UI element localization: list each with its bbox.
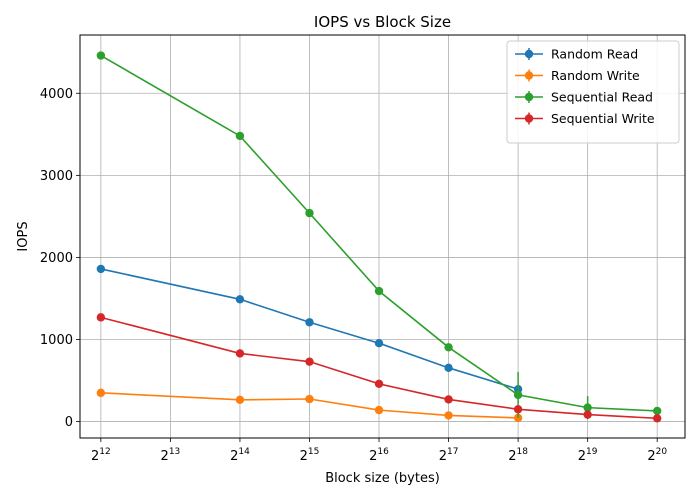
data-point [583,410,592,419]
chart-title: IOPS vs Block Size [314,13,451,31]
legend-marker [524,49,534,59]
data-point [305,318,314,327]
data-point [96,51,106,60]
series-line [100,268,519,390]
data-point [513,390,523,400]
data-point [374,405,384,415]
data-point [374,379,384,389]
data-point [444,343,453,352]
plot-frame [79,34,686,439]
x-axis: 212 213 214 215 216 217 218 219 220 [91,438,667,464]
legend-item: Sequential Write [515,111,655,126]
series-sequential-write [96,313,662,423]
y-tick-label: 0 [65,415,73,430]
data-point [583,403,592,412]
x-axis-label: Block size (bytes) [325,471,440,486]
series-layer [96,51,662,423]
legend-label: Random Read [551,47,638,62]
legend-marker [524,92,534,102]
data-point [96,264,106,274]
data-point [235,395,245,405]
y-tick-label: 1000 [40,333,73,348]
data-point [513,405,523,414]
data-point [235,295,245,304]
data-point [305,208,314,218]
x-tick-label: 218 [508,447,528,464]
x-tick-label: 212 [91,447,111,464]
y-tick-label: 3000 [40,169,73,184]
data-point [652,414,662,423]
legend-marker [524,114,534,123]
legend: Random Read Random Write Sequential Read Se… [506,40,680,144]
data-point [444,411,453,420]
x-tick-label: 217 [439,447,459,464]
x-tick-label: 219 [578,447,598,464]
data-point [444,363,453,373]
x-tick-label: 213 [161,447,181,464]
data-point [305,357,314,366]
y-axis-label: IOPS [16,221,31,251]
legend-marker [524,71,534,80]
x-tick-label: 216 [369,447,389,464]
series-line [100,316,658,420]
legend-label: Sequential Read [551,90,653,105]
data-point [374,286,384,296]
legend-item: Random Read [515,47,638,62]
x-tick-label: 214 [230,447,250,464]
data-point [235,349,245,358]
x-tick-label: 215 [300,447,320,464]
data-point [235,131,245,141]
legend-frame [506,40,680,144]
legend-item: Sequential Read [515,90,653,105]
data-point [305,394,314,404]
y-tick-label: 2000 [40,251,73,266]
data-point [652,406,662,416]
data-point [374,339,384,348]
legend-label: Random Write [551,68,640,83]
data-point [444,395,453,404]
y-tick-label: 4000 [40,87,73,102]
data-point [96,313,106,322]
x-tick-label: 220 [647,447,667,464]
legend-label: Sequential Write [551,111,655,126]
legend-item: Random Write [515,68,640,83]
data-point [96,388,106,398]
series-line [100,392,519,419]
series-random-read [96,264,523,394]
series-line [100,54,658,412]
y-axis: 0 1000 2000 3000 4000 [40,87,80,430]
